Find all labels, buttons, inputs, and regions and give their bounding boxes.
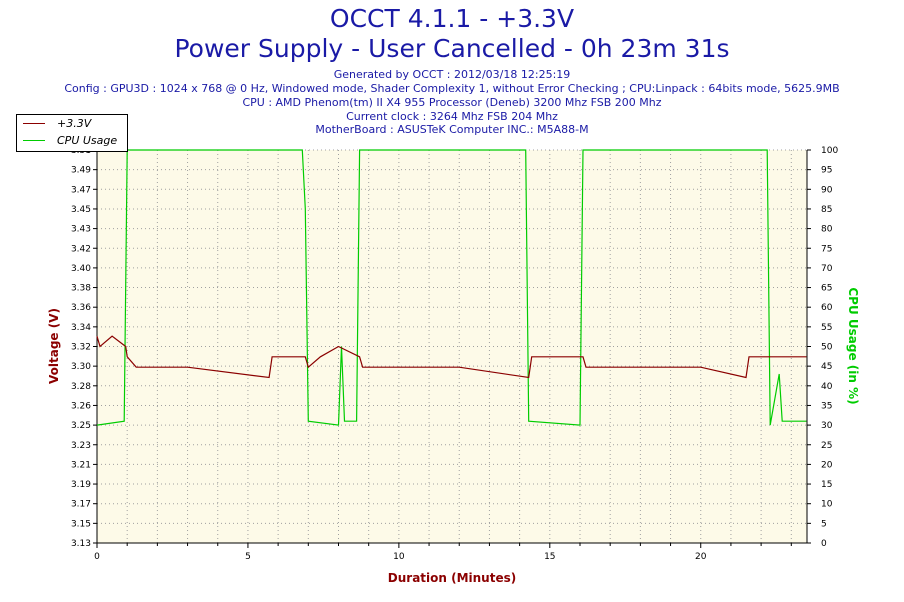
y-tick-label-left: 3.19 bbox=[71, 480, 91, 490]
y-tick-label-left: 3.49 bbox=[71, 166, 91, 176]
x-tick-label: 10 bbox=[393, 552, 405, 562]
chart-subtitle: Power Supply - User Cancelled - 0h 23m 3… bbox=[174, 34, 730, 63]
y-tick-label-right: 30 bbox=[821, 421, 833, 431]
legend-entry-voltage: +3.3V bbox=[17, 115, 127, 132]
y-tick-label-left: 3.30 bbox=[71, 362, 91, 372]
y-tick-label-right: 85 bbox=[821, 205, 832, 215]
y-tick-label-right: 90 bbox=[821, 185, 833, 195]
y-tick-label-right: 70 bbox=[821, 264, 833, 274]
y-tick-label-left: 3.43 bbox=[71, 225, 91, 235]
y-tick-label-right: 5 bbox=[821, 519, 827, 529]
legend-swatch-cpu bbox=[23, 140, 45, 141]
y-tick-label-right: 40 bbox=[821, 382, 833, 392]
y-tick-label-left: 3.47 bbox=[71, 185, 91, 195]
motherboard-info: MotherBoard : ASUSTeK Computer INC.: M5A… bbox=[315, 123, 589, 136]
y-tick-label-right: 20 bbox=[821, 460, 833, 470]
x-axis-title: Duration (Minutes) bbox=[387, 571, 517, 585]
y-axis-right-title: CPU Usage (in %) bbox=[846, 287, 860, 405]
chart-legend: +3.3V CPU Usage bbox=[16, 114, 128, 152]
y-tick-label-right: 50 bbox=[821, 343, 833, 353]
y-tick-label-left: 3.45 bbox=[71, 205, 91, 215]
y-tick-label-left: 3.28 bbox=[71, 382, 91, 392]
series-cpu-usage-line bbox=[96, 149, 807, 426]
y-tick-label-left: 3.25 bbox=[71, 421, 91, 431]
y-tick-label-left: 3.36 bbox=[71, 303, 91, 313]
y-tick-label-left: 3.21 bbox=[71, 460, 91, 470]
generated-info: Generated by OCCT : 2012/03/18 12:25:19 bbox=[333, 68, 571, 81]
y-tick-label-right: 10 bbox=[821, 500, 833, 510]
x-tick-label: 20 bbox=[695, 552, 707, 562]
y-tick-label-right: 0 bbox=[821, 539, 827, 549]
y-tick-label-left: 3.42 bbox=[71, 244, 91, 254]
y-tick-label-right: 75 bbox=[821, 244, 832, 254]
legend-entry-cpu: CPU Usage bbox=[17, 132, 127, 149]
y-tick-label-left: 3.15 bbox=[71, 519, 91, 529]
y-tick-label-right: 100 bbox=[821, 146, 838, 156]
y-tick-label-right: 35 bbox=[821, 401, 832, 411]
legend-swatch-voltage bbox=[23, 123, 45, 124]
y-tick-label-right: 65 bbox=[821, 284, 832, 294]
y-tick-label-left: 3.40 bbox=[71, 264, 91, 274]
series-voltage-line bbox=[96, 335, 807, 379]
y-tick-label-right: 60 bbox=[821, 303, 833, 313]
y-tick-label-right: 55 bbox=[821, 323, 832, 333]
plot-area bbox=[97, 150, 807, 543]
clock-info: Current clock : 3264 Mhz FSB 204 Mhz bbox=[346, 110, 558, 123]
y-tick-label-left: 3.38 bbox=[71, 284, 91, 294]
y-axis-left-title: Voltage (V) bbox=[47, 308, 61, 384]
y-tick-label-right: 25 bbox=[821, 441, 832, 451]
y-tick-label-left: 3.26 bbox=[71, 401, 91, 411]
y-tick-label-right: 80 bbox=[821, 225, 833, 235]
x-tick-label: 5 bbox=[245, 552, 251, 562]
x-tick-label: 0 bbox=[94, 552, 100, 562]
y-tick-label-left: 3.17 bbox=[71, 500, 91, 510]
legend-label-voltage: +3.3V bbox=[57, 117, 92, 130]
y-tick-label-right: 95 bbox=[821, 166, 832, 176]
config-info: Config : GPU3D : 1024 x 768 @ 0 Hz, Wind… bbox=[64, 82, 840, 95]
cpu-info: CPU : AMD Phenom(tm) II X4 955 Processor… bbox=[242, 96, 662, 109]
y-tick-label-left: 3.13 bbox=[71, 539, 91, 549]
y-tick-label-left: 3.23 bbox=[71, 441, 91, 451]
legend-label-cpu: CPU Usage bbox=[57, 134, 118, 147]
y-tick-label-right: 45 bbox=[821, 362, 832, 372]
x-tick-label: 15 bbox=[544, 552, 555, 562]
y-tick-label-left: 3.32 bbox=[71, 343, 91, 353]
y-tick-label-right: 15 bbox=[821, 480, 832, 490]
chart-title: OCCT 4.1.1 - +3.3V bbox=[329, 4, 575, 33]
y-tick-label-left: 3.34 bbox=[71, 323, 91, 333]
